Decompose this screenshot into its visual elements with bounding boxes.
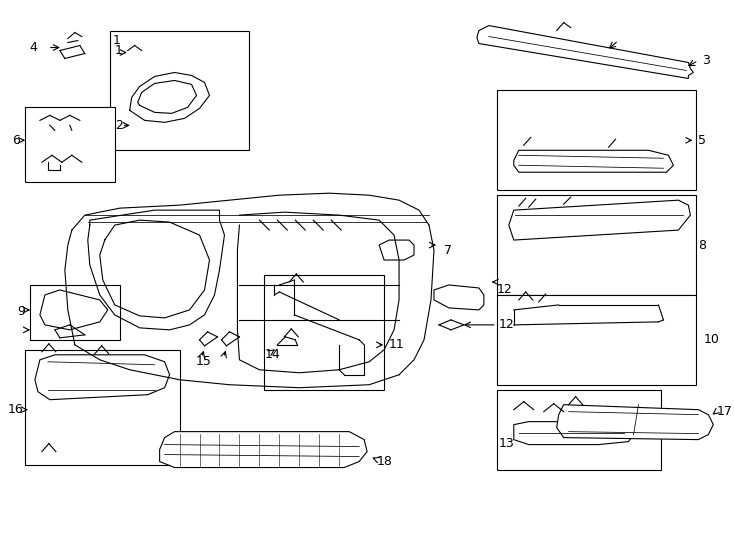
Text: 12: 12 <box>499 319 515 332</box>
Text: 7: 7 <box>444 244 452 256</box>
Polygon shape <box>379 240 414 260</box>
Bar <box>497 390 661 470</box>
Polygon shape <box>556 404 713 440</box>
Bar <box>30 285 120 340</box>
Text: 2: 2 <box>115 119 123 132</box>
Text: 13: 13 <box>499 436 515 450</box>
Polygon shape <box>40 290 108 330</box>
Text: 12: 12 <box>497 284 512 296</box>
Polygon shape <box>514 422 633 444</box>
Text: 5: 5 <box>698 134 706 147</box>
Bar <box>497 295 697 384</box>
Bar <box>110 31 250 150</box>
Text: 15: 15 <box>195 355 211 368</box>
Text: 18: 18 <box>377 455 393 468</box>
Text: 10: 10 <box>703 333 719 346</box>
Text: 1: 1 <box>113 34 120 47</box>
Text: 9: 9 <box>17 306 25 319</box>
Text: 17: 17 <box>716 405 733 418</box>
Bar <box>497 195 697 295</box>
Text: 11: 11 <box>389 339 405 352</box>
Bar <box>264 275 384 390</box>
Text: 4: 4 <box>29 41 37 54</box>
Text: 8: 8 <box>698 239 706 252</box>
Polygon shape <box>509 200 691 240</box>
Polygon shape <box>159 431 367 468</box>
Text: 1: 1 <box>115 44 123 57</box>
Polygon shape <box>477 25 694 78</box>
Bar <box>497 90 697 190</box>
Bar <box>25 107 115 182</box>
Polygon shape <box>35 355 170 400</box>
Polygon shape <box>514 150 673 172</box>
Text: 3: 3 <box>702 54 711 67</box>
Text: 14: 14 <box>264 348 280 361</box>
Bar <box>25 350 180 464</box>
Polygon shape <box>434 285 484 310</box>
Text: 6: 6 <box>12 134 20 147</box>
Text: 16: 16 <box>7 403 23 416</box>
